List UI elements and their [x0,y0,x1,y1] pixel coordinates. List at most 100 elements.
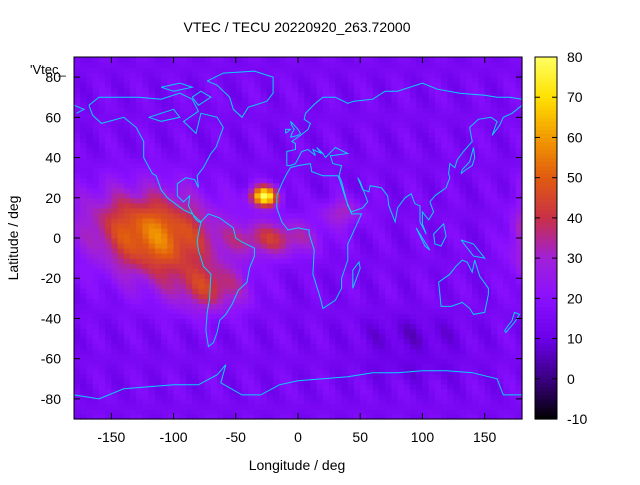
heatmap-cell [105,378,112,385]
heatmap-cell [360,132,368,139]
heatmap-cell [192,197,200,204]
heatmap-cell [204,147,212,154]
heatmap-cell [204,72,212,78]
heatmap-cell [397,403,405,410]
heatmap-cell [490,212,498,219]
heatmap-cell [372,222,380,229]
heatmap-cell [484,343,492,350]
heatmap-cell [503,308,511,315]
heatmap-cell [304,182,312,189]
heatmap-cell [503,333,511,340]
heatmap-cell [80,353,88,360]
heatmap-cell [186,283,193,289]
heatmap-cell [378,328,386,335]
heatmap-cell [410,298,417,304]
heatmap-cell [111,383,119,390]
heatmap-cell [472,363,480,370]
heatmap-cell [123,403,131,410]
heatmap-cell [223,172,231,179]
heatmap-cell [490,398,498,405]
heatmap-cell [105,388,112,395]
heatmap-cell [447,273,455,279]
heatmap-cell [453,112,461,118]
heatmap-cell [161,182,168,189]
heatmap-cell [86,202,94,209]
heatmap-cell [117,243,125,249]
heatmap-cell [86,187,94,194]
heatmap-cell [298,157,305,164]
heatmap-cell [254,238,262,244]
heatmap-cell [447,157,455,164]
heatmap-cell [478,177,486,184]
heatmap-cell [434,97,442,103]
heatmap-cell [447,393,455,400]
heatmap-cell [279,87,287,93]
heatmap-cell [354,393,361,400]
heatmap-cell [441,413,448,420]
heatmap-cell [304,368,312,375]
heatmap-cell [347,348,355,355]
heatmap-cell [192,67,200,73]
heatmap-cell [198,227,206,234]
heatmap-cell [242,147,249,154]
heatmap-cell [335,298,343,304]
heatmap-cell [385,112,392,118]
heatmap-cell [335,77,343,83]
heatmap-cell [366,373,374,380]
heatmap-cell [434,268,442,274]
heatmap-cell [92,353,100,360]
heatmap-cell [503,363,511,370]
heatmap-cell [403,72,411,78]
heatmap-cell [148,303,156,309]
heatmap-cell [478,243,486,249]
heatmap-cell [161,172,168,179]
heatmap-cell [210,348,218,355]
heatmap-cell [298,263,305,269]
heatmap-cell [397,212,405,219]
heatmap-cell [192,77,200,83]
heatmap-cell [335,147,343,154]
heatmap-cell [397,363,405,370]
heatmap-cell [98,278,106,284]
heatmap-cell [434,112,442,118]
heatmap-cell [192,318,200,325]
heatmap-cell [167,72,175,78]
heatmap-cell [117,67,125,73]
heatmap-cell [366,298,374,304]
heatmap-cell [229,127,237,134]
heatmap-cell [167,328,175,335]
heatmap-cell [322,162,330,169]
heatmap-cell [453,363,461,370]
heatmap-cell [204,248,212,254]
heatmap-cell [198,107,206,113]
heatmap-cell [142,172,150,179]
heatmap-cell [354,263,361,269]
heatmap-cell [186,127,193,134]
heatmap-cell [242,107,249,113]
heatmap-cell [173,253,181,259]
heatmap-cell [490,303,498,309]
heatmap-cell [148,142,156,149]
heatmap-cell [254,413,262,420]
heatmap-cell [459,202,467,209]
heatmap-cell [472,232,480,239]
heatmap-cell [154,363,162,370]
heatmap-cell [416,333,424,340]
heatmap-cell [117,112,125,118]
heatmap-cell [316,378,324,385]
heatmap-cell [316,77,324,83]
heatmap-cell [397,142,405,149]
heatmap-cell [441,127,448,134]
heatmap-cell [385,62,392,68]
heatmap-cell [403,157,411,164]
heatmap-cell [298,142,305,149]
heatmap-cell [198,232,206,239]
heatmap-cell [80,413,88,420]
heatmap-cell [136,67,144,73]
heatmap-cell [453,117,461,123]
heatmap-cell [254,408,262,415]
heatmap-cell [422,117,430,123]
heatmap-cell [428,278,436,284]
heatmap-cell [186,72,193,78]
heatmap-cell [497,102,504,108]
